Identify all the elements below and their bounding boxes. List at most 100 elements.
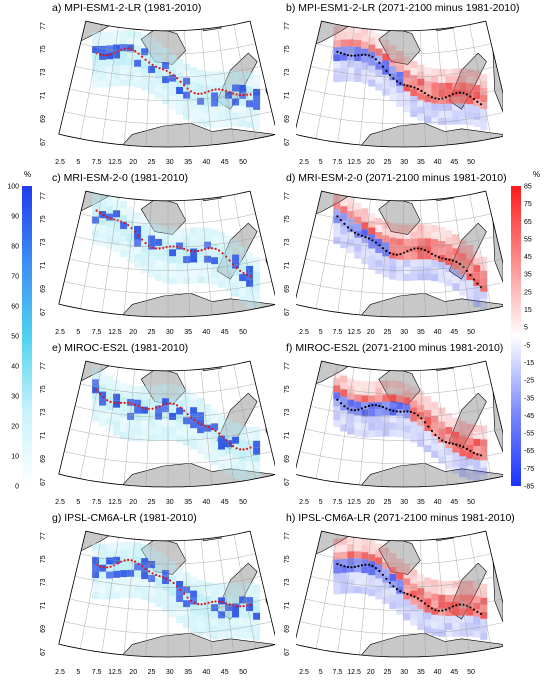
grid-cell	[340, 234, 348, 242]
grid-cell	[134, 59, 142, 67]
grid-cell	[190, 262, 198, 270]
edge-dot	[246, 447, 249, 450]
lon-tick-label: 7.5	[92, 669, 102, 676]
grid-cell	[197, 447, 205, 455]
edge-dot	[183, 409, 186, 412]
grid-cell	[452, 234, 460, 242]
lon-tick-label: 45	[450, 499, 458, 506]
grid-cell	[99, 543, 107, 551]
grid-cell	[169, 60, 177, 68]
colorbar-tick-label: -25	[524, 378, 534, 385]
grid-cell	[127, 255, 135, 263]
edge-dot	[176, 404, 179, 407]
lon-tick-label: 35	[184, 499, 192, 506]
grid-cell	[333, 385, 341, 393]
lat-tick-label: 67	[40, 308, 47, 316]
grid-cell	[211, 583, 219, 591]
grid-cell	[354, 572, 362, 580]
grid-cell	[204, 438, 212, 446]
grid-cell	[106, 375, 114, 383]
grid-cell	[466, 437, 474, 445]
grid-cell	[459, 470, 467, 478]
grid-cell	[354, 579, 362, 587]
grid-cell	[169, 405, 177, 413]
edge-dot	[228, 603, 231, 606]
grid-cell	[127, 234, 135, 242]
edge-dot	[451, 442, 454, 445]
grid-cell	[113, 245, 121, 253]
lat-tick-label: 75	[284, 385, 291, 393]
grid-cell	[197, 580, 205, 587]
grid-cell	[459, 110, 467, 118]
grid-cell	[354, 202, 362, 210]
grid-cell	[361, 208, 369, 216]
grid-cell	[361, 27, 369, 35]
grid-cell	[333, 371, 341, 379]
grid-cell	[354, 558, 362, 566]
grid-cell	[354, 223, 362, 231]
grid-cell	[218, 632, 226, 640]
grid-cell	[375, 55, 383, 63]
lon-tick-label: 45	[221, 159, 229, 166]
edge-dot	[249, 603, 252, 606]
grid-cell	[417, 92, 425, 100]
grid-cell	[368, 589, 376, 597]
grid-cell	[218, 78, 226, 86]
grid-cell	[410, 590, 418, 598]
grid-cell	[239, 253, 247, 261]
grid-cell	[403, 599, 411, 607]
colorbar-tick-label: -45	[524, 413, 534, 420]
lon-tick-label: 2.5	[299, 159, 309, 166]
grid-cell	[225, 284, 233, 292]
grid-cell	[375, 423, 383, 430]
lon-tick-label: 30	[400, 669, 408, 676]
grid-cell	[120, 44, 128, 52]
edge-dot	[346, 407, 349, 410]
edge-dot	[158, 405, 161, 408]
grid-cell	[225, 632, 233, 639]
lat-tick-label: 73	[284, 578, 291, 586]
grid-cell	[155, 91, 163, 99]
edge-dot	[148, 407, 151, 411]
lon-tick-label: 40	[203, 159, 211, 166]
grid-cell	[190, 618, 198, 626]
grid-cell	[106, 543, 114, 551]
colorbar-tick-label: 30	[11, 394, 19, 401]
grid-cell	[141, 252, 149, 259]
edge-dot	[395, 410, 398, 413]
grid-cell	[396, 252, 404, 260]
grid-cell	[452, 96, 460, 104]
grid-cell	[431, 443, 439, 451]
edge-dot	[409, 410, 412, 413]
edge-dot	[336, 50, 339, 53]
grid-cell	[424, 598, 432, 606]
edge-dot	[437, 256, 440, 259]
grid-cell	[106, 199, 114, 207]
grid-cell	[183, 256, 191, 264]
grid-cell	[127, 412, 135, 420]
grid-cell	[155, 426, 163, 434]
grid-cell	[375, 430, 383, 437]
edge-dot	[99, 53, 102, 56]
grid-cell	[211, 632, 219, 640]
grid-cell	[424, 626, 432, 634]
edge-dot	[214, 88, 217, 91]
lon-tick-label: 50	[467, 159, 475, 166]
grid-cell	[389, 595, 397, 602]
grid-cell	[106, 31, 114, 39]
grid-cell	[246, 265, 254, 273]
edge-dot	[409, 594, 412, 597]
grid-cell	[134, 427, 142, 435]
grid-cell	[396, 579, 404, 587]
lon-tick-label: 20	[129, 329, 137, 336]
grid-cell	[473, 460, 481, 467]
edge-dot	[151, 407, 154, 410]
grid-cell	[466, 76, 474, 84]
edge-dot	[476, 610, 479, 613]
grid-cell	[354, 586, 362, 594]
grid-cell	[368, 213, 376, 221]
edge-dot	[239, 605, 242, 608]
grid-cell	[396, 423, 404, 431]
grid-cell	[162, 255, 170, 263]
grid-cell	[417, 609, 425, 617]
